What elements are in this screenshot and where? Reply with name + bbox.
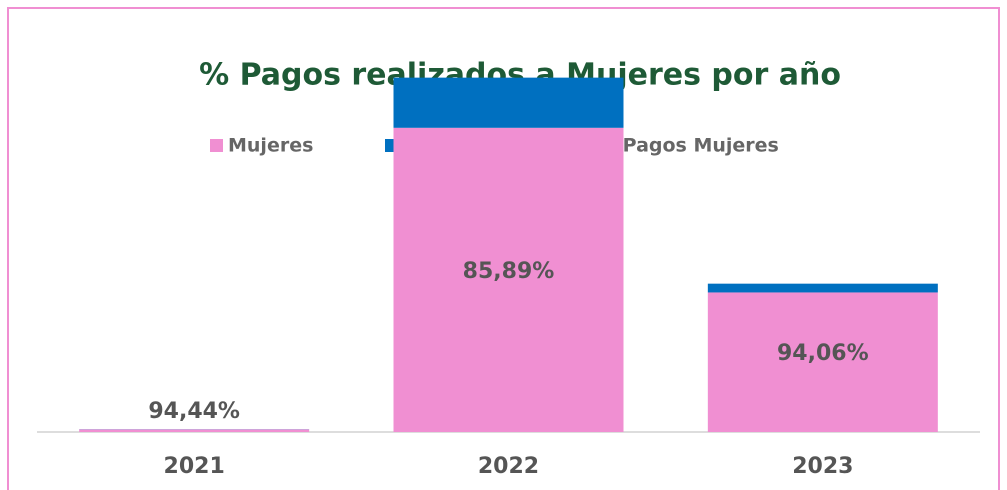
bar — [393, 127, 624, 433]
data-label: 85,89% — [463, 259, 555, 284]
bar — [707, 292, 938, 432]
legend-label: Mujeres — [228, 135, 313, 157]
bar — [707, 283, 938, 293]
bar — [393, 77, 624, 128]
data-label: 94,06% — [777, 341, 869, 366]
data-label: 94,44% — [148, 399, 240, 424]
legend-swatch — [210, 139, 223, 152]
legend-label: % Pagos Mujeres — [597, 135, 779, 157]
x-tick-label: 2022 — [478, 454, 539, 479]
x-tick-label: 2023 — [792, 454, 853, 479]
x-tick-label: 2021 — [164, 454, 225, 479]
bar — [79, 429, 310, 432]
